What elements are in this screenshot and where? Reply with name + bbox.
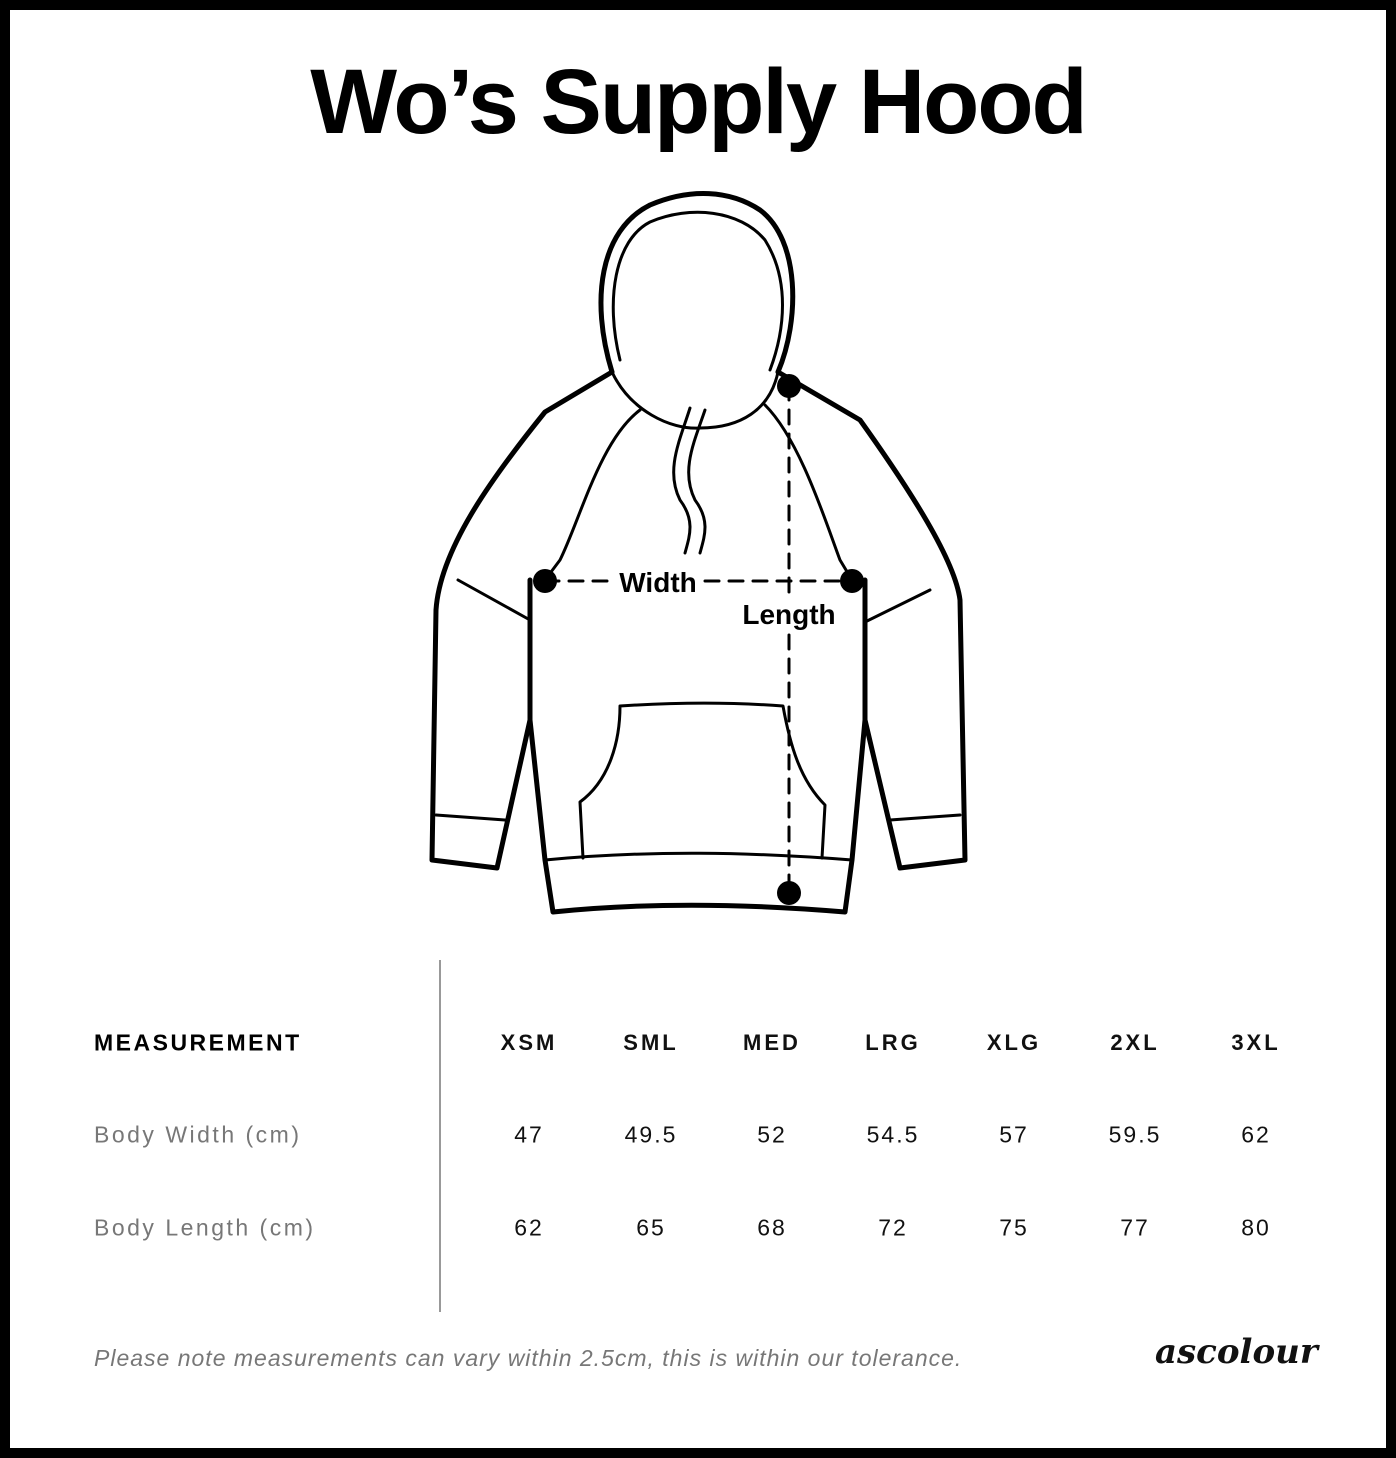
page-title: Wo’s Supply Hood [310,51,1088,153]
table-divider [439,960,441,1312]
measurement-header: MEASUREMENT [94,1029,302,1056]
row-label: Body Length (cm) [94,1214,316,1241]
hoodie-diagram: Width Length [429,191,968,915]
hoodie-outline [429,191,968,915]
size-header: LRG [865,1030,921,1055]
row-label: Body Width (cm) [94,1121,302,1148]
table-cell: 62 [1241,1121,1271,1148]
size-header: SML [623,1030,679,1055]
table-cell: 75 [999,1214,1029,1241]
table-cell: 59.5 [1108,1121,1162,1148]
table-cell: 54.5 [866,1121,920,1148]
table-cell: 68 [757,1214,787,1241]
size-header: XSM [500,1030,558,1055]
tolerance-note: Please note measurements can vary within… [94,1345,963,1371]
measurement-lines [543,384,854,895]
size-header: MED [743,1030,801,1055]
table-cell: 65 [636,1214,666,1241]
table-cell: 80 [1241,1214,1271,1241]
width-label: Width [619,567,697,598]
table-cell: 57 [999,1121,1029,1148]
table-cell: 52 [757,1121,787,1148]
size-header: XLG [986,1030,1042,1055]
table-cell: 62 [514,1214,544,1241]
table-cell: 49.5 [624,1121,678,1148]
measurement-points [533,374,864,905]
table-cell: 47 [514,1121,544,1148]
size-header: 2XL [1110,1030,1160,1055]
ascolour-logo: ascolour [1155,1332,1318,1372]
length-label: Length [742,599,835,630]
size-header: 3XL [1231,1030,1281,1055]
table-cell: 77 [1120,1214,1150,1241]
table-cell: 72 [878,1214,908,1241]
